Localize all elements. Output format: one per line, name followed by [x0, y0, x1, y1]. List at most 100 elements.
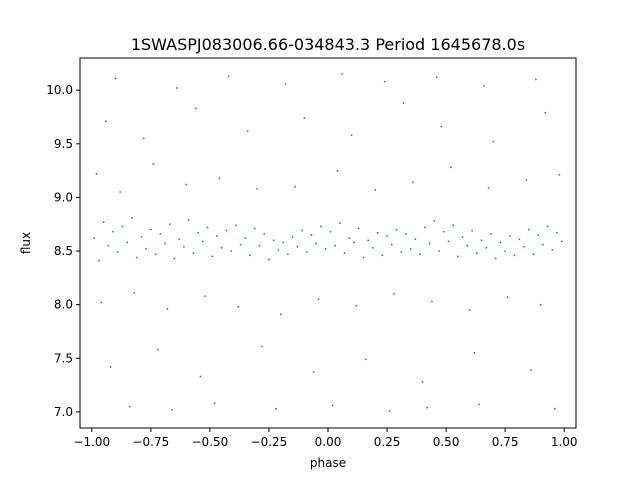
scatter-points — [93, 73, 563, 412]
data-point — [530, 369, 533, 371]
x-tick-label: 0.00 — [315, 435, 342, 449]
data-point — [107, 244, 110, 247]
data-point — [157, 348, 159, 351]
data-point — [294, 185, 296, 188]
data-point — [159, 232, 162, 235]
data-point — [256, 187, 259, 190]
data-point — [142, 137, 145, 140]
data-point — [258, 244, 261, 247]
x-axis: −1.00 −0.75 −0.50 −0.25 0.00 0.25 0.50 0.75 1.00 — [73, 428, 578, 449]
y-tick-label: 10.0 — [46, 83, 73, 97]
data-point — [428, 242, 431, 245]
data-point — [312, 371, 315, 374]
data-point — [556, 231, 558, 234]
data-point — [331, 404, 334, 407]
y-tick-label: 9.5 — [54, 137, 73, 151]
data-point — [109, 365, 112, 368]
data-point — [173, 257, 176, 260]
data-point — [164, 242, 166, 245]
data-point — [102, 221, 105, 223]
x-tick-label: 0.25 — [374, 435, 401, 449]
data-point — [386, 235, 388, 237]
y-tick-label: 9.0 — [54, 190, 73, 204]
x-tick-label: 1.00 — [551, 435, 578, 449]
y-tick-label: 8.0 — [54, 298, 73, 312]
data-point — [277, 249, 280, 251]
data-point — [537, 234, 540, 236]
data-point — [480, 239, 483, 242]
x-tick-label: 0.75 — [492, 435, 519, 449]
data-point — [355, 304, 358, 307]
data-point — [487, 186, 490, 189]
data-point — [383, 80, 386, 83]
data-point — [178, 238, 181, 241]
data-point — [239, 243, 242, 246]
data-point — [336, 169, 339, 172]
data-point — [128, 405, 131, 408]
data-point — [253, 227, 256, 230]
data-point — [286, 253, 289, 256]
data-point — [341, 73, 344, 75]
y-tick-label: 7.5 — [54, 351, 73, 365]
data-point — [419, 253, 422, 256]
data-point — [482, 84, 485, 87]
data-point — [440, 125, 443, 128]
data-point — [213, 402, 216, 405]
data-point — [367, 239, 370, 242]
data-point — [296, 245, 299, 248]
data-point — [449, 166, 452, 169]
data-point — [532, 253, 535, 256]
data-point — [187, 219, 190, 221]
data-point — [525, 179, 528, 182]
data-point — [400, 251, 403, 254]
data-point — [291, 236, 294, 239]
data-point — [246, 130, 249, 132]
data-point — [421, 380, 424, 383]
data-point — [499, 241, 502, 244]
data-point — [227, 75, 230, 78]
data-point — [431, 300, 433, 303]
data-point — [315, 242, 318, 245]
data-point — [395, 228, 398, 231]
data-point — [542, 243, 544, 246]
x-axis-label: phase — [310, 456, 346, 470]
data-point — [409, 248, 412, 250]
chart-title: 1SWASPJ083006.66-034843.3 Period 1645678… — [131, 35, 525, 54]
data-point — [357, 227, 360, 230]
data-point — [350, 134, 353, 137]
data-point — [374, 189, 377, 191]
data-point — [282, 241, 285, 244]
data-point — [390, 243, 393, 246]
data-point — [539, 303, 542, 306]
data-point — [237, 305, 240, 308]
data-point — [414, 238, 417, 241]
data-point — [435, 76, 438, 79]
data-point — [508, 235, 511, 237]
data-point — [204, 295, 207, 297]
data-point — [523, 245, 525, 248]
data-point — [199, 375, 202, 378]
data-point — [119, 191, 122, 193]
data-point — [194, 107, 197, 110]
data-point — [218, 177, 221, 180]
data-point — [478, 403, 481, 406]
data-point — [112, 230, 114, 233]
data-point — [131, 216, 133, 219]
data-point — [133, 291, 136, 294]
data-point — [393, 293, 396, 295]
data-point — [471, 229, 473, 232]
data-point — [362, 256, 365, 259]
data-point — [553, 407, 556, 410]
data-point — [126, 241, 129, 244]
data-point — [121, 225, 124, 228]
data-point — [93, 237, 96, 240]
data-point — [279, 313, 282, 316]
data-point — [506, 296, 509, 299]
data-point — [381, 254, 384, 257]
data-point — [466, 244, 469, 247]
data-point — [371, 246, 374, 249]
x-tick-label: 0.50 — [433, 435, 460, 449]
x-tick-label: −0.50 — [192, 435, 229, 449]
data-point — [168, 223, 171, 226]
